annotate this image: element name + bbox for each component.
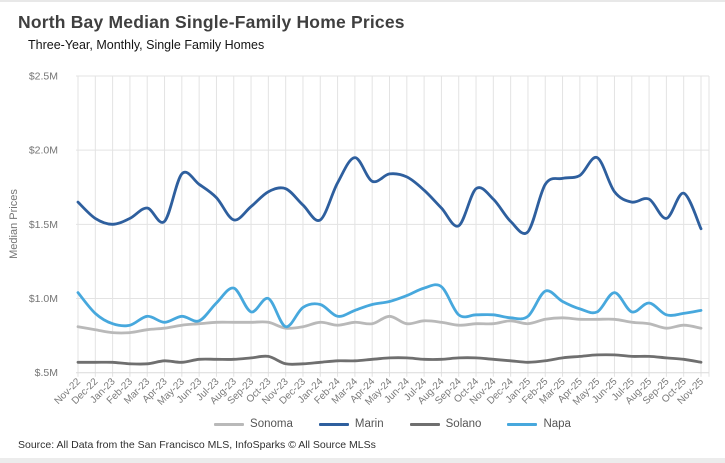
legend-line-swatch	[318, 422, 349, 426]
legend-label: Napa	[543, 418, 571, 430]
y-tick-label: $1.5M	[29, 219, 58, 231]
source-note: Source: All Data from the San Francisco …	[18, 439, 376, 451]
legend-line-swatch	[507, 422, 538, 426]
legend-label: Sonoma	[250, 418, 293, 430]
legend-item-marin[interactable]: Marin	[318, 418, 384, 430]
series-line-sonoma[interactable]	[76, 314, 703, 335]
gridlines	[76, 75, 710, 377]
legend-label: Marin	[354, 418, 384, 430]
legend-label: Solano	[445, 418, 482, 430]
y-tick-label: $2.5M	[29, 71, 58, 83]
y-tick-label: $2.0M	[29, 145, 58, 157]
chart-legend: Sonoma Marin Solano Napa	[76, 418, 709, 430]
y-axis-tick-labels: $2.5M $2.0M $1.5M $1.0M $.5M	[29, 71, 58, 380]
legend-item-solano[interactable]: Solano	[409, 418, 482, 430]
page-title: North Bay Median Single-Family Home Pric…	[18, 12, 405, 32]
chart-subtitle: Three-Year, Monthly, Single Family Homes	[28, 38, 265, 52]
series-line-solano[interactable]	[76, 353, 703, 366]
y-tick-label: $1.0M	[29, 293, 58, 305]
legend-item-sonoma[interactable]: Sonoma	[214, 418, 293, 430]
series-line-napa[interactable]	[76, 283, 703, 329]
x-axis-tick-labels: Nov-22Dec-22Jan-23Feb-23Mar-23Apr-23May-…	[53, 376, 707, 408]
legend-item-napa[interactable]: Napa	[507, 418, 571, 430]
legend-line-swatch	[214, 422, 245, 426]
legend-line-swatch	[409, 422, 440, 426]
y-tick-label: $.5M	[35, 367, 58, 379]
series-line-marin[interactable]	[76, 156, 703, 235]
